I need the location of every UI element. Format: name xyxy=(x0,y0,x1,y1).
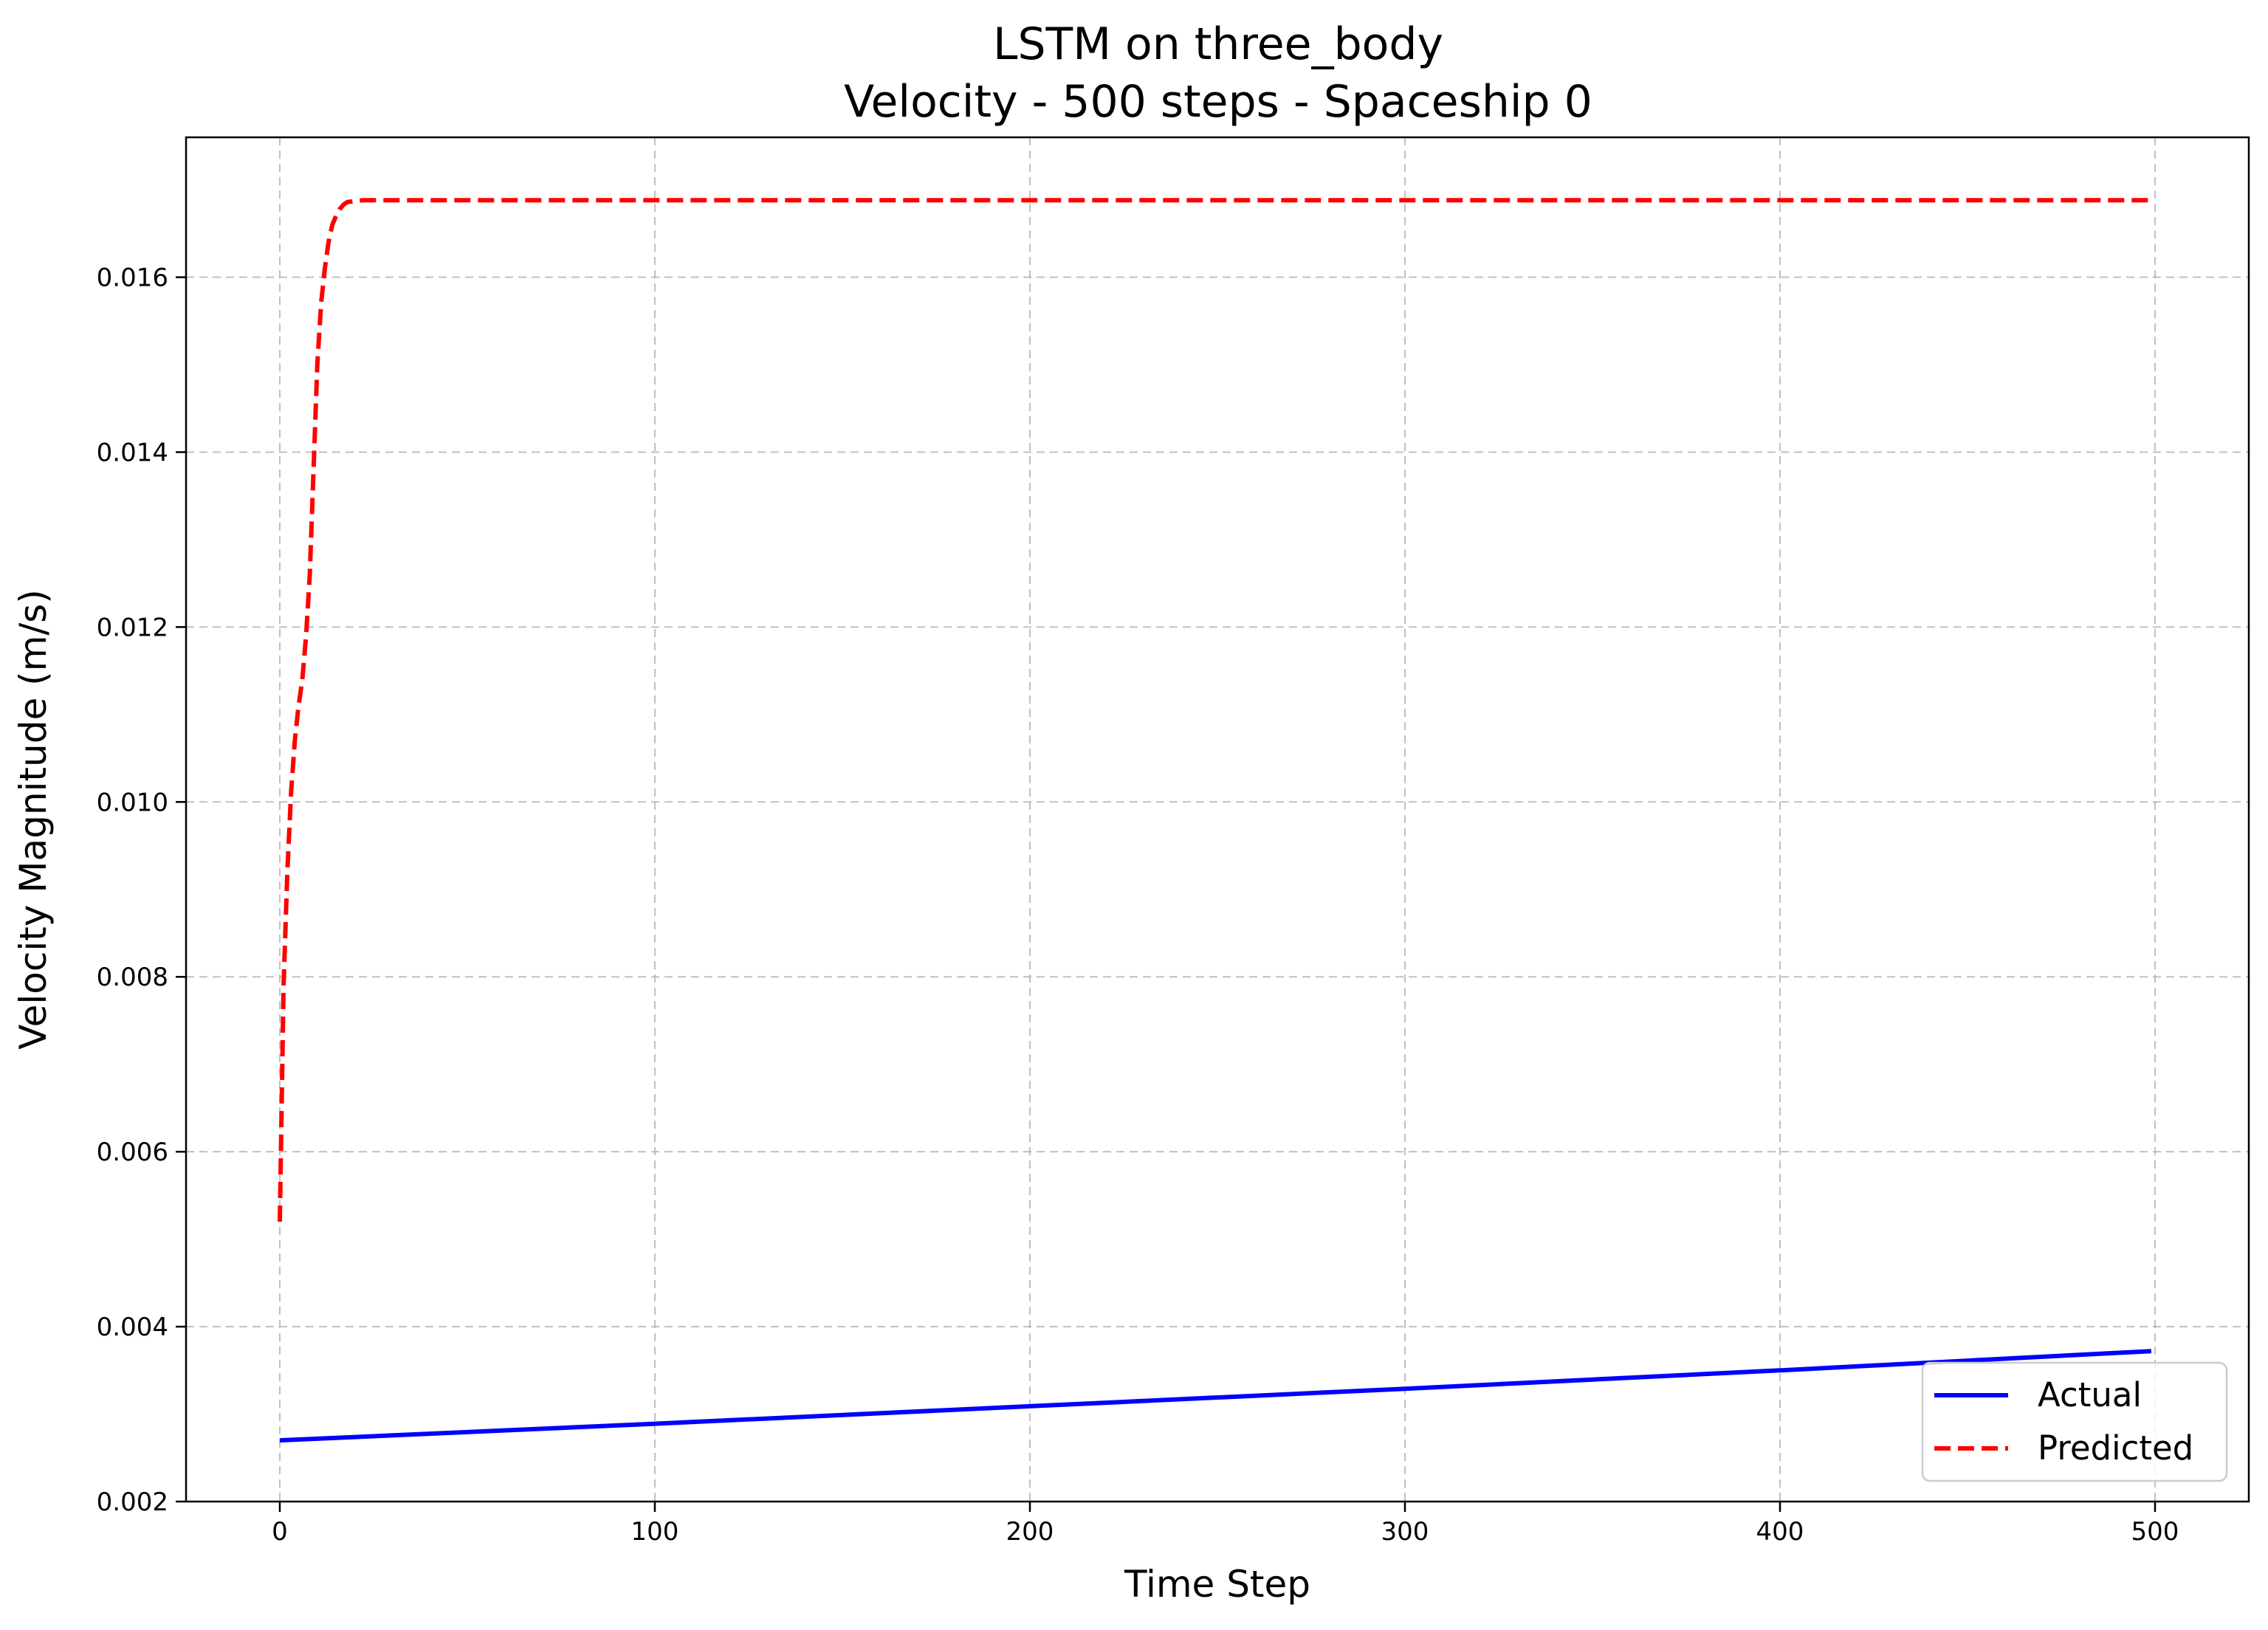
x-tick-label: 500 xyxy=(2131,1517,2179,1547)
x-tick-label: 200 xyxy=(1006,1517,1054,1547)
grid-lines xyxy=(186,137,2249,1502)
y-tick-label: 0.016 xyxy=(97,264,168,293)
y-tick-label: 0.002 xyxy=(97,1488,168,1517)
chart-subtitle: Velocity - 500 steps - Spaceship 0 xyxy=(844,76,1592,128)
legend-box xyxy=(1921,1361,2228,1482)
series-line-predicted xyxy=(278,198,2151,1222)
x-axis-label: Time Step xyxy=(1124,1563,1310,1606)
axis-ticks: 0 100 200 300 400 500 0.002 0.004 0.006 0.008 0.01… xyxy=(97,264,2179,1547)
x-tick-label: 100 xyxy=(631,1517,679,1547)
y-tick-label: 0.004 xyxy=(97,1313,168,1342)
y-tick-label: 0.012 xyxy=(97,613,168,642)
plot-series xyxy=(278,198,2152,1443)
legend-label-predicted: Predicted xyxy=(2038,1428,2193,1468)
series-line-actual xyxy=(279,1349,2152,1443)
y-axis-label: Velocity Magnitude (m/s) xyxy=(12,589,55,1049)
x-tick-label: 400 xyxy=(1756,1517,1804,1547)
legend: Actual Predicted xyxy=(1921,1361,2228,1482)
y-tick-label: 0.006 xyxy=(97,1138,168,1167)
x-tick-label: 300 xyxy=(1381,1517,1429,1547)
plot-frame xyxy=(185,136,2250,1503)
x-tick-label: 0 xyxy=(272,1517,288,1547)
legend-label-actual: Actual xyxy=(2038,1375,2142,1414)
y-tick-label: 0.010 xyxy=(97,788,168,817)
y-tick-label: 0.014 xyxy=(97,438,168,467)
y-tick-label: 0.008 xyxy=(97,963,168,992)
chart-title: LSTM on three_body xyxy=(993,18,1443,70)
